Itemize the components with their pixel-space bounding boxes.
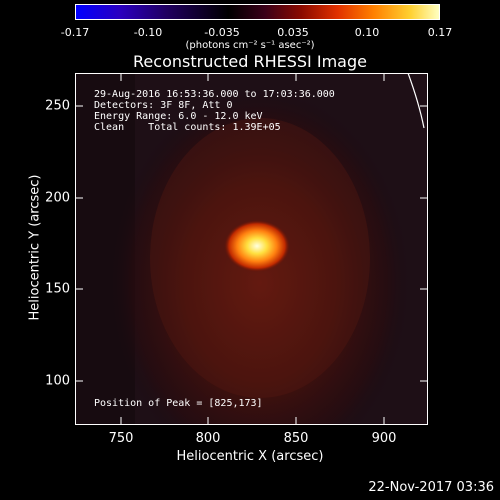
y-tick-250: 250 — [45, 98, 70, 114]
info-method: Clean Total counts: 1.39E+05 — [94, 122, 281, 133]
y-axis-label: Heliocentric Y (arcsec) — [27, 174, 43, 321]
cb-tick-3: 0.035 — [277, 26, 309, 39]
cb-tick-4: 0.10 — [354, 26, 380, 39]
colorbar-units: (photons cm⁻² s⁻¹ asec⁻²) — [185, 40, 315, 51]
footer-date: 22-Nov-2017 03:36 — [368, 480, 494, 495]
plot-title: Reconstructed RHESSI Image — [133, 52, 367, 71]
cb-tick-0: -0.17 — [60, 26, 90, 39]
y-tick-100: 100 — [45, 373, 70, 389]
cb-tick-1: -0.10 — [133, 26, 163, 39]
x-tick-800: 800 — [195, 431, 221, 446]
solar-limb — [407, 73, 425, 129]
y-tick-150: 150 — [45, 281, 70, 297]
x-axis-label: Heliocentric X (arcsec) — [176, 449, 324, 464]
x-tick-850: 850 — [283, 431, 309, 446]
emission-peak — [224, 220, 290, 272]
cb-tick-5: 0.17 — [427, 26, 453, 39]
image-plot — [75, 73, 428, 425]
info-energy: Energy Range: 6.0 - 12.0 keV — [94, 111, 263, 122]
cb-tick-2: -0.035 — [204, 26, 240, 39]
y-tick-200: 200 — [45, 190, 70, 206]
x-tick-750: 750 — [108, 431, 134, 446]
colorbar — [75, 4, 440, 20]
x-tick-900: 900 — [371, 431, 397, 446]
info-detectors: Detectors: 3F 8F, Att 0 — [94, 100, 233, 111]
y-tick-labels: 250 200 150 100 — [0, 0, 70, 500]
peak-position: Position of Peak = [825,173] — [94, 398, 263, 409]
info-time-range: 29-Aug-2016 16:53:36.000 to 17:03:36.000 — [94, 89, 335, 100]
